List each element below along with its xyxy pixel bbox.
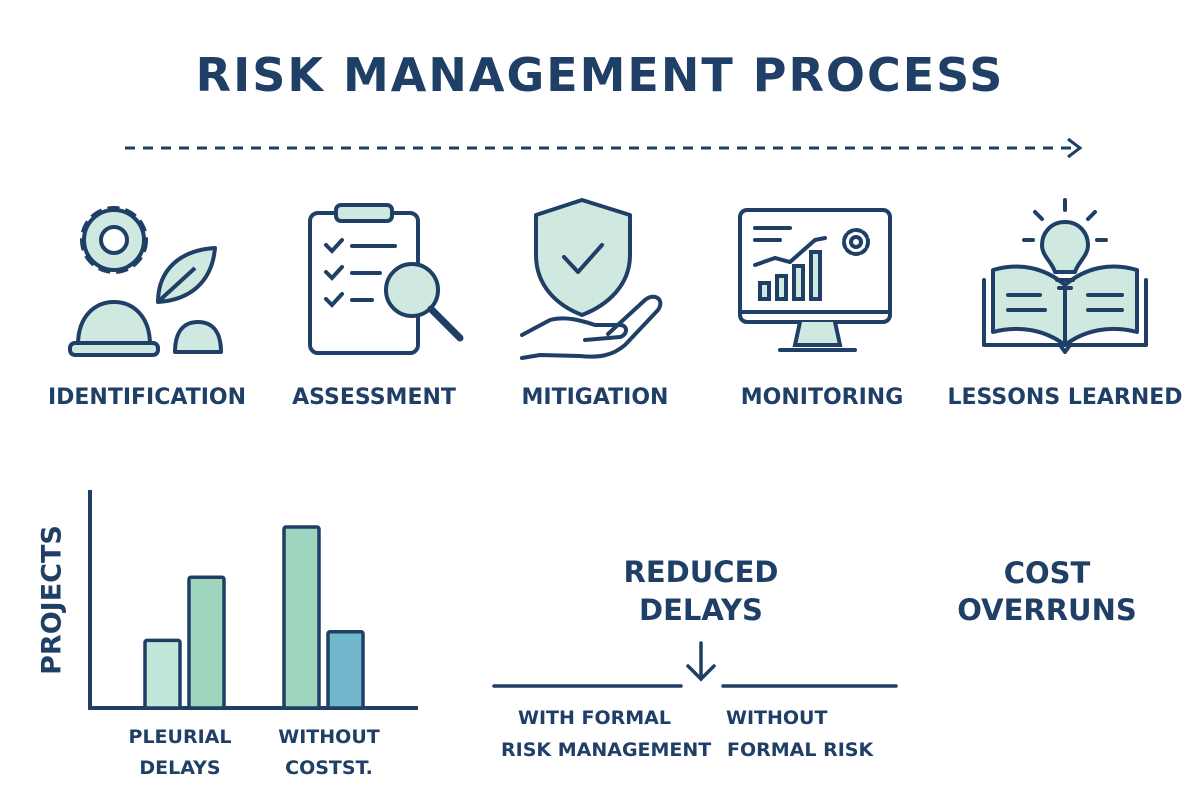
bar bbox=[282, 525, 321, 710]
gear-leaf-hardhat-icon bbox=[68, 206, 223, 357]
bar-chart bbox=[88, 490, 418, 710]
monitor-chart-icon bbox=[738, 208, 892, 352]
step-label-identification: IDENTIFICATION bbox=[47, 385, 247, 410]
page-title: RISK MANAGEMENT PROCESS bbox=[195, 48, 1005, 102]
comparison-lines bbox=[492, 641, 898, 688]
cost-overruns-line1: COST bbox=[1003, 556, 1091, 590]
risk-management-label: RISK MANAGEMENT bbox=[501, 739, 712, 761]
step-label-mitigation: MITIGATION bbox=[521, 385, 669, 410]
with-formal-label: WITH FORMAL bbox=[518, 707, 671, 729]
clipboard-magnifier-icon bbox=[308, 203, 464, 355]
step-label-lessons-learned: LESSONS LEARNED bbox=[947, 385, 1183, 410]
reduced-delays-line2: DELAYS bbox=[639, 593, 763, 627]
formal-risk-label: FORMAL RISK bbox=[727, 739, 874, 761]
bar bbox=[326, 629, 365, 710]
x-tick-label: WITHOUT COSTST. bbox=[278, 726, 380, 779]
y-axis-label: PROJECTS bbox=[36, 525, 68, 675]
step-label-monitoring: MONITORING bbox=[740, 385, 904, 410]
shield-hand-icon bbox=[520, 198, 663, 360]
x-tick-label: PLEURIAL DELAYS bbox=[128, 726, 232, 779]
book-lightbulb-icon bbox=[982, 198, 1148, 354]
step-label-assessment: ASSESSMENT bbox=[292, 385, 456, 410]
cost-overruns-line2: OVERRUNS bbox=[957, 593, 1137, 627]
bar bbox=[143, 638, 182, 710]
without-label: WITHOUT bbox=[726, 707, 828, 729]
process-arrow bbox=[125, 137, 1083, 159]
bar bbox=[187, 575, 226, 710]
reduced-delays-line1: REDUCED bbox=[623, 555, 779, 589]
